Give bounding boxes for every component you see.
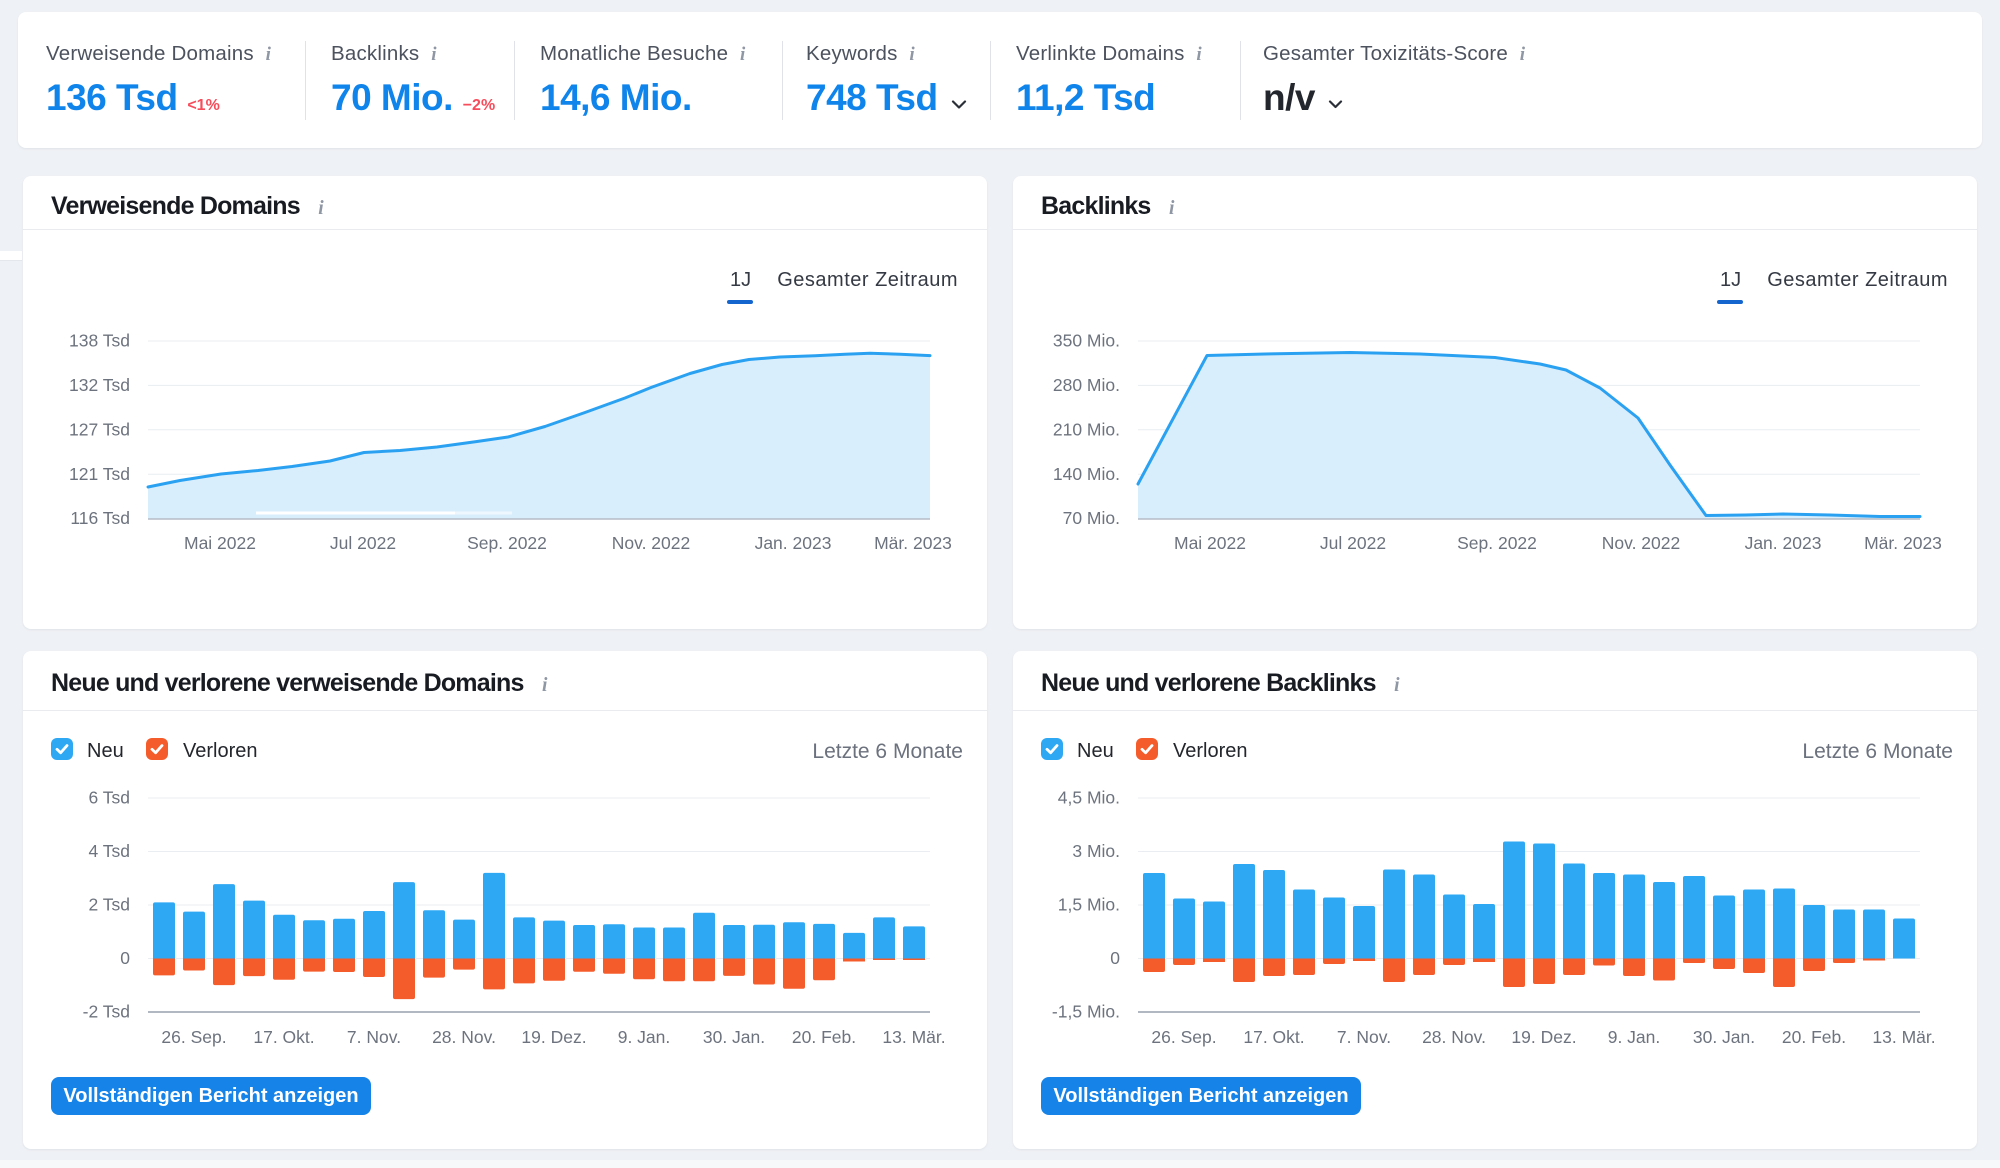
svg-text:70 Mio.: 70 Mio. <box>1063 508 1120 528</box>
svg-text:140 Mio.: 140 Mio. <box>1053 464 1120 484</box>
svg-text:-1,5 Mio.: -1,5 Mio. <box>1052 1002 1120 1022</box>
svg-text:280 Mio.: 280 Mio. <box>1053 375 1120 395</box>
svg-text:Nov. 2022: Nov. 2022 <box>1602 533 1680 553</box>
svg-text:121 Tsd: 121 Tsd <box>69 464 130 484</box>
svg-text:30. Jan.: 30. Jan. <box>1693 1027 1755 1047</box>
svg-text:Mär. 2023: Mär. 2023 <box>874 533 952 553</box>
svg-text:13. Mär.: 13. Mär. <box>882 1027 945 1047</box>
svg-text:132 Tsd: 132 Tsd <box>69 375 130 395</box>
svg-text:2 Tsd: 2 Tsd <box>88 895 130 915</box>
svg-text:0: 0 <box>120 948 130 968</box>
svg-text:Jan. 2023: Jan. 2023 <box>1745 533 1822 553</box>
svg-text:138 Tsd: 138 Tsd <box>69 331 130 351</box>
svg-text:26. Sep.: 26. Sep. <box>161 1027 226 1047</box>
svg-text:30. Jan.: 30. Jan. <box>703 1027 765 1047</box>
svg-text:28. Nov.: 28. Nov. <box>432 1027 496 1047</box>
svg-text:Jul 2022: Jul 2022 <box>330 533 396 553</box>
svg-text:127 Tsd: 127 Tsd <box>69 419 130 439</box>
svg-text:116 Tsd: 116 Tsd <box>70 508 130 528</box>
svg-text:17. Okt.: 17. Okt. <box>253 1027 314 1047</box>
svg-text:6 Tsd: 6 Tsd <box>88 788 130 808</box>
svg-text:Mär. 2023: Mär. 2023 <box>1864 533 1942 553</box>
svg-text:Jan. 2023: Jan. 2023 <box>755 533 832 553</box>
svg-text:19. Dez.: 19. Dez. <box>521 1027 586 1047</box>
svg-text:26. Sep.: 26. Sep. <box>1151 1027 1216 1047</box>
svg-text:Nov. 2022: Nov. 2022 <box>612 533 690 553</box>
svg-text:9. Jan.: 9. Jan. <box>1608 1027 1661 1047</box>
svg-text:17. Okt.: 17. Okt. <box>1243 1027 1304 1047</box>
svg-text:7. Nov.: 7. Nov. <box>347 1027 401 1047</box>
svg-text:210 Mio.: 210 Mio. <box>1053 419 1120 439</box>
svg-text:19. Dez.: 19. Dez. <box>1511 1027 1576 1047</box>
svg-text:-2 Tsd: -2 Tsd <box>83 1002 130 1022</box>
svg-text:Mai 2022: Mai 2022 <box>184 533 256 553</box>
svg-text:350 Mio.: 350 Mio. <box>1053 331 1120 351</box>
svg-text:28. Nov.: 28. Nov. <box>1422 1027 1486 1047</box>
svg-text:Mai 2022: Mai 2022 <box>1174 533 1246 553</box>
svg-text:9. Jan.: 9. Jan. <box>618 1027 671 1047</box>
svg-text:1,5 Mio.: 1,5 Mio. <box>1058 895 1120 915</box>
svg-text:3 Mio.: 3 Mio. <box>1072 841 1120 861</box>
svg-text:Jul 2022: Jul 2022 <box>1320 533 1386 553</box>
svg-text:20. Feb.: 20. Feb. <box>792 1027 856 1047</box>
svg-text:Sep. 2022: Sep. 2022 <box>1457 533 1537 553</box>
svg-text:13. Mär.: 13. Mär. <box>1872 1027 1935 1047</box>
svg-text:7. Nov.: 7. Nov. <box>1337 1027 1391 1047</box>
svg-text:20. Feb.: 20. Feb. <box>1782 1027 1846 1047</box>
svg-text:4,5 Mio.: 4,5 Mio. <box>1058 788 1120 808</box>
svg-text:4 Tsd: 4 Tsd <box>88 841 130 861</box>
svg-text:0: 0 <box>1110 948 1120 968</box>
svg-text:Sep. 2022: Sep. 2022 <box>467 533 547 553</box>
